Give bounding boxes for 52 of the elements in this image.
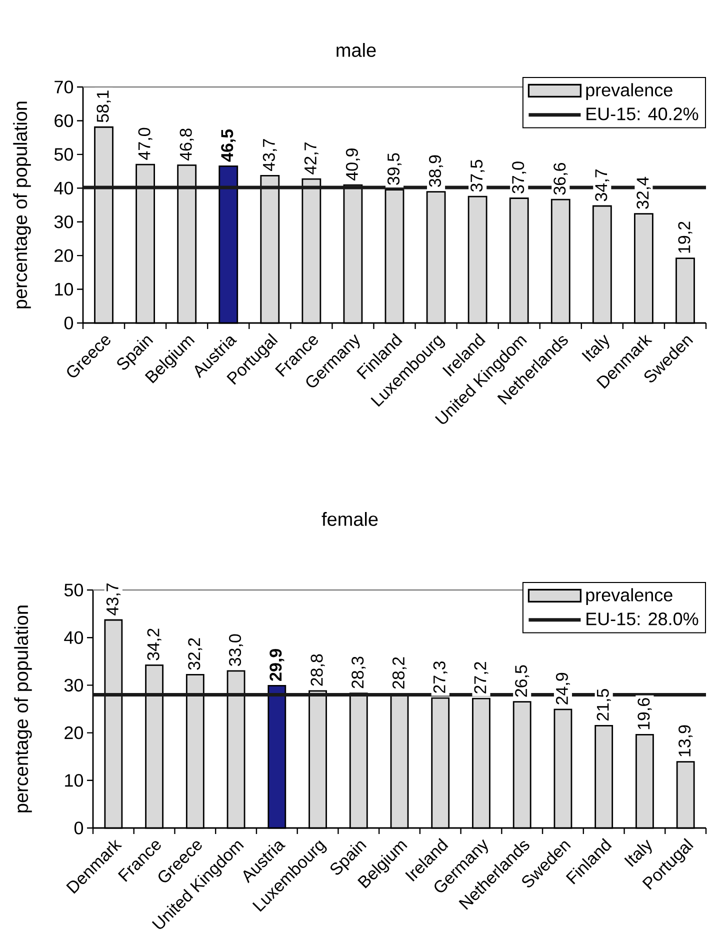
data-label: 32,2 <box>188 638 202 670</box>
y-axis-title: percentage of population <box>14 606 32 812</box>
data-label: 43,7 <box>262 139 277 172</box>
data-label: 46,5 <box>221 129 236 162</box>
data-label: 42,7 <box>304 142 318 174</box>
y-tick-label: 20 <box>54 249 74 262</box>
y-axis-title: percentage of population <box>13 102 31 308</box>
data-label: 27,3 <box>433 661 448 693</box>
y-tick-label: 30 <box>64 678 84 692</box>
data-label: 33,0 <box>229 634 244 666</box>
data-label: 24,9 <box>556 672 570 704</box>
data-label: 19,2 <box>678 222 692 253</box>
y-tick-label: 20 <box>64 726 84 740</box>
legend-label: EU-15: 28.0% <box>586 612 698 626</box>
data-label: 40,9 <box>346 148 360 180</box>
data-label: 21,5 <box>596 689 611 721</box>
y-tick-label: 60 <box>54 114 74 128</box>
data-label: 43,7 <box>106 584 120 616</box>
data-label: 19,6 <box>638 698 652 730</box>
y-tick-label: 0 <box>64 316 74 330</box>
data-label: 37,5 <box>470 160 485 192</box>
y-tick-label: 50 <box>64 584 84 596</box>
data-label: 47,0 <box>138 128 152 160</box>
data-label: 27,2 <box>474 662 488 694</box>
y-tick-label: 0 <box>74 822 84 834</box>
data-label: 37,0 <box>512 162 526 194</box>
y-tick-label: 40 <box>64 631 84 644</box>
y-tick-label: 50 <box>54 148 74 161</box>
data-label: 29,9 <box>270 648 284 681</box>
data-label: 28,3 <box>352 656 366 688</box>
y-tick-label: 40 <box>54 182 74 195</box>
legend-label: prevalence <box>586 83 672 100</box>
data-label: 26,5 <box>515 665 530 697</box>
legend-label: prevalence <box>586 588 672 605</box>
data-label: 28,2 <box>392 657 407 689</box>
data-label: 34,2 <box>147 628 162 660</box>
y-tick-label: 30 <box>54 215 74 228</box>
data-label: 58,1 <box>96 90 111 122</box>
y-tick-label: 70 <box>54 80 74 94</box>
data-label: 13,9 <box>678 725 693 756</box>
data-label: 46,8 <box>180 128 194 161</box>
data-label: 28,8 <box>310 654 325 686</box>
legend-label: EU-15: 40.2% <box>586 108 698 120</box>
y-tick-label: 10 <box>55 282 74 296</box>
data-label: 32,4 <box>636 176 651 209</box>
data-label: 34,7 <box>595 170 610 202</box>
data-label: 38,9 <box>429 155 444 187</box>
data-label: 36,6 <box>554 163 568 195</box>
data-label: 39,5 <box>387 153 402 185</box>
chart-title: female <box>322 512 378 526</box>
chart-title: male <box>336 43 376 57</box>
y-tick-label: 10 <box>65 774 84 787</box>
